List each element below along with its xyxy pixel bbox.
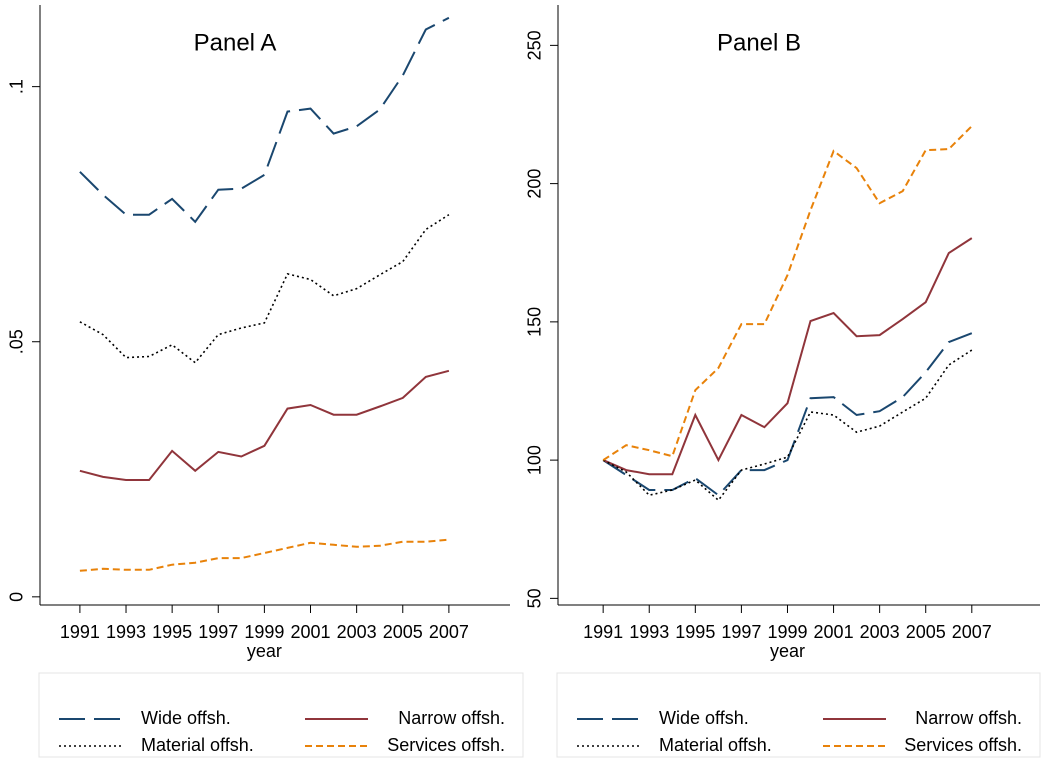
y-tick-label: 250	[525, 30, 545, 60]
series-line	[602, 332, 973, 497]
series-line	[79, 369, 450, 481]
legend-box	[38, 672, 524, 758]
x-tick-label: 2007	[952, 622, 992, 642]
x-tick-label: 2003	[337, 622, 377, 642]
y-tick-label: .05	[7, 329, 27, 354]
x-tick-label: 2001	[290, 622, 330, 642]
x-axis-label: year	[247, 641, 282, 661]
x-tick-label: 1995	[152, 622, 192, 642]
legend-label: Wide offsh.	[141, 708, 231, 728]
x-tick-label: 1997	[721, 622, 761, 642]
legend-label: Services offsh.	[387, 735, 505, 755]
series-line	[602, 349, 973, 502]
x-tick-label: 1999	[767, 622, 807, 642]
x-axis-label: year	[770, 641, 805, 661]
x-tick-label: 1999	[244, 622, 284, 642]
legend-label: Services offsh.	[904, 735, 1022, 755]
legend-label: Narrow offsh.	[398, 708, 505, 728]
x-tick-label: 2007	[429, 622, 469, 642]
series-line	[602, 237, 973, 476]
legend-label: Wide offsh.	[659, 708, 749, 728]
x-tick-label: 1991	[583, 622, 623, 642]
x-tick-label: 2003	[860, 622, 900, 642]
series-line	[602, 125, 973, 461]
series-line	[79, 538, 449, 572]
legend-label: Narrow offsh.	[915, 708, 1022, 728]
panel-title: Panel A	[194, 29, 277, 56]
legend-label: Material offsh.	[659, 735, 772, 755]
y-tick-label: 0	[7, 592, 27, 602]
y-tick-label: 100	[525, 445, 545, 475]
legend-label: Material offsh.	[141, 735, 254, 755]
x-tick-label: 2001	[814, 622, 854, 642]
x-tick-label: 2005	[383, 622, 423, 642]
panel-title: Panel B	[717, 29, 801, 56]
y-tick-label: .1	[7, 79, 27, 94]
x-tick-label: 1993	[629, 622, 669, 642]
y-tick-label: 150	[525, 307, 545, 337]
x-tick-label: 1995	[675, 622, 715, 642]
y-tick-label: 200	[525, 169, 545, 199]
y-tick-label: 50	[525, 588, 545, 608]
x-tick-label: 1991	[60, 622, 100, 642]
x-tick-label: 1993	[106, 622, 146, 642]
series-line	[79, 214, 450, 364]
legend-box	[556, 672, 1041, 758]
x-tick-label: 2005	[906, 622, 946, 642]
series-line	[79, 16, 450, 224]
x-tick-label: 1997	[198, 622, 238, 642]
